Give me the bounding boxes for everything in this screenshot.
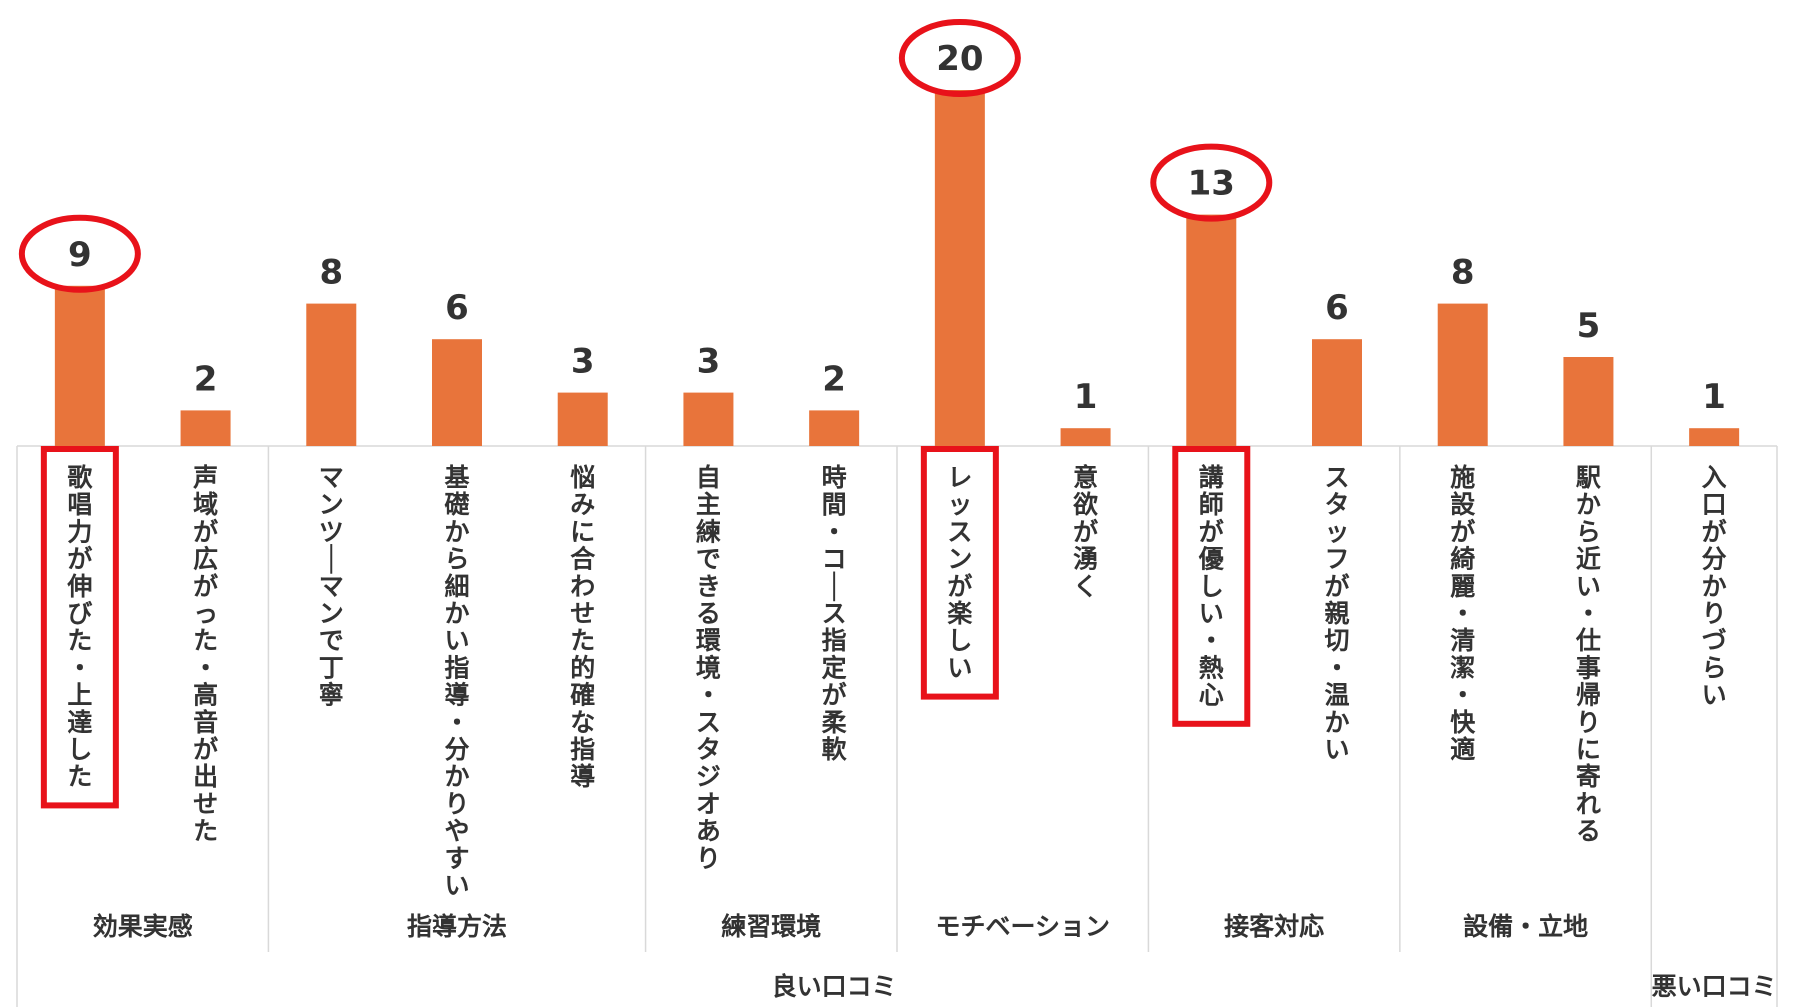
group-label: 指導方法 [407, 912, 507, 941]
category-label: 講師が優しい・熱心 [1198, 463, 1225, 710]
highlight-circle [18, 214, 141, 293]
value-label: 6 [1325, 288, 1349, 328]
category-label: レッスンが楽しい [947, 463, 973, 682]
group-label: モチベーション [935, 912, 1110, 941]
bar [1563, 357, 1614, 446]
group-label: 効果実感 [93, 912, 193, 941]
value-label: 9 [68, 235, 92, 275]
group-label: 接客対応 [1224, 912, 1324, 941]
bar [180, 410, 231, 446]
value-label: 1 [1702, 377, 1726, 417]
value-label: 8 [1451, 253, 1475, 293]
highlight-box [1172, 446, 1251, 727]
category-label: スタッフが親切・温かい [1324, 463, 1349, 764]
highlight-circle [1150, 143, 1273, 222]
bar [1689, 428, 1740, 446]
category-label: 入口が分かりづらい [1702, 463, 1727, 710]
highlight-circle [898, 19, 1021, 97]
bar [1312, 339, 1362, 446]
bar [54, 285, 105, 446]
highlight-box [920, 446, 999, 700]
category-label: 自主練できる環境・スタジオあり [696, 463, 722, 873]
bar [1060, 428, 1111, 446]
supergroup-label: 良い口コミ [772, 972, 897, 1001]
bar [432, 339, 482, 446]
value-label: 2 [822, 359, 846, 399]
bar [934, 90, 985, 446]
value-label: 3 [697, 342, 721, 382]
group-label: 設備・立地 [1463, 912, 1588, 941]
group-label: 練習環境 [721, 912, 821, 941]
value-label: 8 [319, 253, 343, 293]
bar [557, 392, 608, 446]
category-label: 声域が広がった・高音が出せた [193, 463, 218, 846]
category-label: マンツ│マンで丁寧 [319, 463, 344, 710]
value-label: 2 [194, 359, 218, 399]
category-label: 基礎から細かい指導・分かりやすい [444, 463, 469, 900]
category-label: 施設が綺麗・清潔・快適 [1450, 463, 1476, 764]
value-label: 3 [571, 342, 595, 382]
bar [306, 303, 357, 446]
bars [54, 90, 1740, 446]
value-label: 20 [936, 39, 983, 79]
value-label: 6 [445, 288, 469, 328]
category-label: 駅から近い・仕事帰りに寄れる [1575, 463, 1601, 846]
category-label: 時間・コ│ス指定が柔軟 [822, 463, 848, 764]
bar [1186, 214, 1237, 446]
value-labels: 9 2 8 6 3 3 2 20 1 13 6 8 5 1 [68, 39, 1726, 417]
bar [809, 410, 860, 446]
bar [1437, 303, 1488, 446]
supergroup-label: 悪い口コミ [1652, 972, 1777, 1001]
bar [683, 392, 734, 446]
category-label: 意欲が湧く [1072, 463, 1098, 601]
category-label: 悩みに合わせた的確な指導 [570, 463, 596, 791]
value-label: 5 [1577, 306, 1601, 346]
highlight-box [40, 446, 119, 809]
value-label: 1 [1074, 377, 1098, 417]
highlights [18, 19, 1273, 809]
category-labels: 歌唱力が伸びた・上達した 声域が広がった・高音が出せた マンツ│マンで丁寧 基礎から細… [66, 463, 1726, 900]
category-label: 歌唱力が伸びた・上達した [66, 463, 93, 791]
value-label: 13 [1188, 164, 1235, 204]
